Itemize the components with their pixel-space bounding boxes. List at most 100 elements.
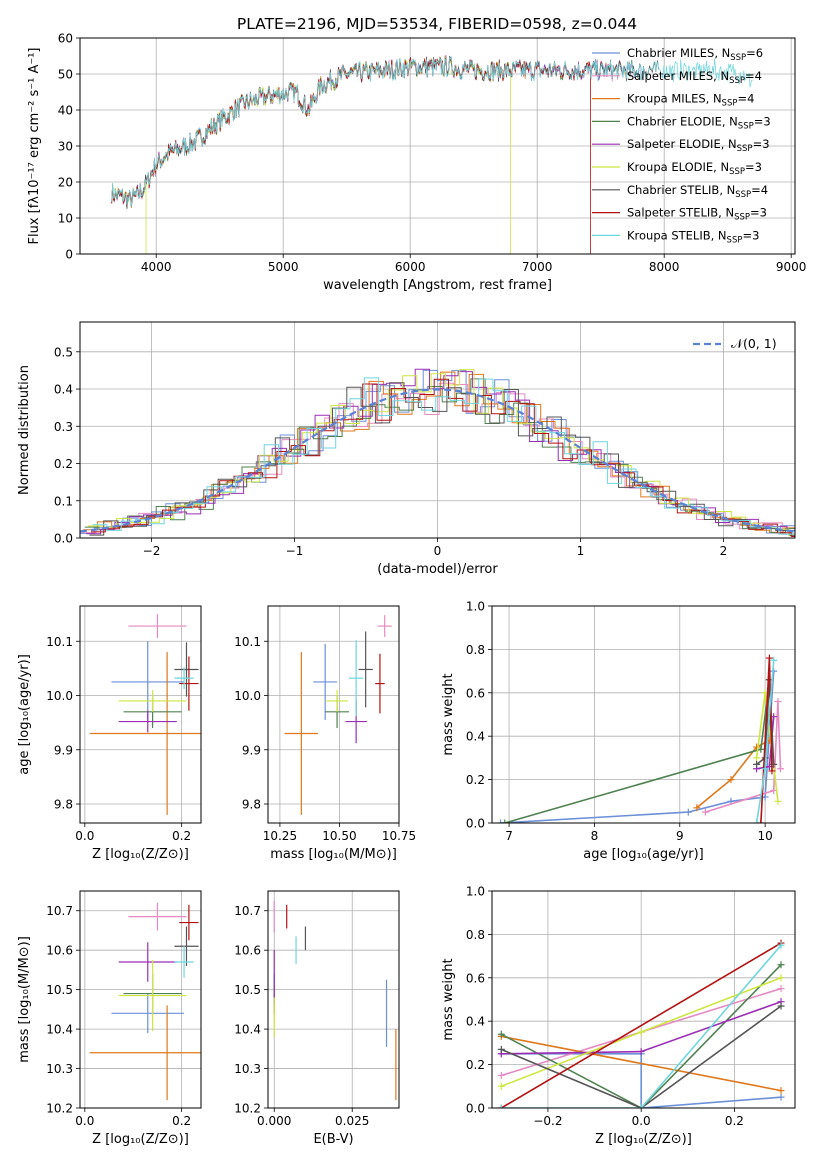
- weight-marker: [497, 1104, 505, 1108]
- y-tick-label: 10.7: [234, 904, 261, 918]
- y-axis-label: Normed distribution: [17, 365, 32, 495]
- histogram-series: [92, 377, 795, 535]
- weight-marker: [777, 941, 785, 949]
- weight-marker: [497, 1071, 505, 1079]
- x-tick-label: 0.0: [632, 1114, 651, 1128]
- axes-frame: [491, 890, 796, 1109]
- plot-area-age_vs_Z: [89, 614, 201, 815]
- y-tick-label: 9.8: [54, 798, 73, 812]
- normal-curve: [80, 388, 795, 533]
- weight-series: [696, 739, 770, 809]
- weight-marker: [761, 765, 769, 773]
- weight-marker: [497, 1030, 505, 1038]
- weight-marker: [768, 767, 776, 775]
- axes-frame: [79, 37, 796, 255]
- x-tick-label: 0.2: [172, 829, 191, 843]
- errorbar-point: [111, 993, 185, 1034]
- x-axis-label: Z [log₁₀(Z/Z⊙)]: [92, 1132, 189, 1147]
- x-axis-label: (data-model)/error: [377, 562, 498, 577]
- spectrum-legend: Chabrier MILES, NSSP=6 Salpeter MILES, NS…: [592, 46, 771, 245]
- weight-marker: [497, 1045, 505, 1053]
- weight-marker: [765, 654, 773, 662]
- weight-series: [500, 964, 782, 1108]
- axes-frame: [79, 605, 202, 824]
- legend-entry: Salpeter MILES, NSSP=4: [627, 69, 762, 86]
- y-tick-label: 60: [58, 32, 73, 46]
- y-tick-label: 0.3: [54, 420, 73, 434]
- weight-marker: [497, 819, 505, 823]
- y-tick-label: 9.8: [242, 798, 261, 812]
- y-tick-label: 0.2: [54, 457, 73, 471]
- weight-marker: [693, 804, 701, 812]
- errorbar-point: [118, 942, 177, 982]
- y-tick-label: 0.4: [54, 383, 73, 397]
- y-tick-label: 9.9: [54, 743, 73, 757]
- y-tick-label: 10.4: [234, 1023, 261, 1037]
- weight-marker: [753, 743, 761, 751]
- y-tick-label: 30: [58, 140, 73, 154]
- x-tick-label: 9000: [776, 260, 807, 274]
- panel-residuals: −2 −1 0 1 2 0.0 0.1 0.2 0.3 0.4 0.5 (data-model)/er…: [17, 321, 796, 577]
- weight-series: [500, 1005, 782, 1108]
- histogram-series: [83, 371, 795, 533]
- weight-marker: [637, 1104, 645, 1108]
- panel-weight_vs_age: 7 8 9 10 0.0 0.2 0.4 0.6 0.8 1.0 age [log₁₀(age/yr…: [441, 600, 796, 862]
- y-axis-label: mass weight: [441, 958, 456, 1040]
- x-tick-label: 2: [720, 544, 728, 558]
- plot-area-weight_vs_Z: [497, 939, 785, 1108]
- errorbar-point: [174, 946, 194, 978]
- y-tick-label: 10.7: [46, 904, 73, 918]
- errorbar-point: [348, 640, 364, 717]
- errorbar-point: [89, 652, 201, 815]
- y-tick-label: 0.2: [466, 773, 485, 787]
- x-tick-label: 10: [757, 829, 772, 843]
- weight-marker: [637, 1048, 645, 1056]
- weight-marker: [501, 819, 509, 823]
- y-tick-label: 10.0: [234, 689, 261, 703]
- legend-entry: Chabrier STELIB, NSSP=4: [627, 183, 768, 200]
- y-tick-label: 0.1: [54, 494, 73, 508]
- y-tick-label: 0.4: [466, 1015, 485, 1029]
- plot-area-mass_vs_Z: [89, 902, 201, 1101]
- plot-area-weight_vs_age: [497, 654, 784, 823]
- x-tick-label: 0.000: [257, 1114, 291, 1128]
- panel-mass_vs_ebv: 0.000 0.025 10.2 10.3 10.4 10.5 10.6 10.7 E(B-V): [234, 890, 400, 1147]
- weight-marker: [776, 765, 784, 773]
- y-tick-label: 10.6: [234, 944, 261, 958]
- y-tick-label: 20: [58, 176, 73, 190]
- y-tick-label: 0.0: [466, 817, 485, 831]
- weight-marker: [777, 974, 785, 982]
- weight-marker: [701, 808, 709, 816]
- x-tick-label: 6000: [395, 260, 426, 274]
- errorbar-point: [174, 926, 199, 966]
- weight-series: [705, 701, 782, 813]
- y-tick-label: 10: [58, 212, 73, 226]
- axes-frame: [267, 605, 400, 824]
- spectrum-series: [111, 57, 637, 209]
- panel-spectrum: 4000 5000 6000 7000 8000 9000 0 10 20 30 40 50 60 wav…: [27, 32, 806, 294]
- x-tick-label: 10.25: [263, 829, 297, 843]
- y-tick-label: 40: [58, 104, 73, 118]
- y-tick-label: 10.2: [234, 1102, 261, 1116]
- y-tick-label: 1.0: [466, 885, 485, 899]
- x-tick-label: −0.2: [533, 1114, 562, 1128]
- errorbar-point: [174, 642, 199, 697]
- legend-entry: Chabrier ELODIE, NSSP=3: [627, 114, 771, 131]
- panel-age_vs_Z: 0.0 0.2 9.8 9.9 10.0 10.1 Z [log₁₀(Z/Z⊙)] age […: [17, 605, 202, 862]
- errorbar-point: [128, 614, 187, 639]
- legend-entry: Kroupa MILES, NSSP=4: [627, 92, 754, 109]
- spectrum-series: [111, 55, 644, 207]
- y-tick-label: 10.2: [46, 1102, 73, 1116]
- errorbar-point: [118, 960, 187, 1032]
- weight-series: [500, 671, 775, 823]
- y-tick-label: 0: [65, 248, 73, 262]
- y-tick-label: 0.6: [466, 686, 485, 700]
- x-tick-label: 0.2: [172, 1114, 191, 1128]
- y-tick-label: 0.5: [54, 345, 73, 359]
- x-tick-label: 1: [577, 544, 585, 558]
- x-tick-label: 9: [676, 829, 684, 843]
- legend-entry: Kroupa ELODIE, NSSP=3: [627, 160, 762, 177]
- errorbar-point: [118, 710, 177, 733]
- x-tick-label: 4000: [141, 260, 172, 274]
